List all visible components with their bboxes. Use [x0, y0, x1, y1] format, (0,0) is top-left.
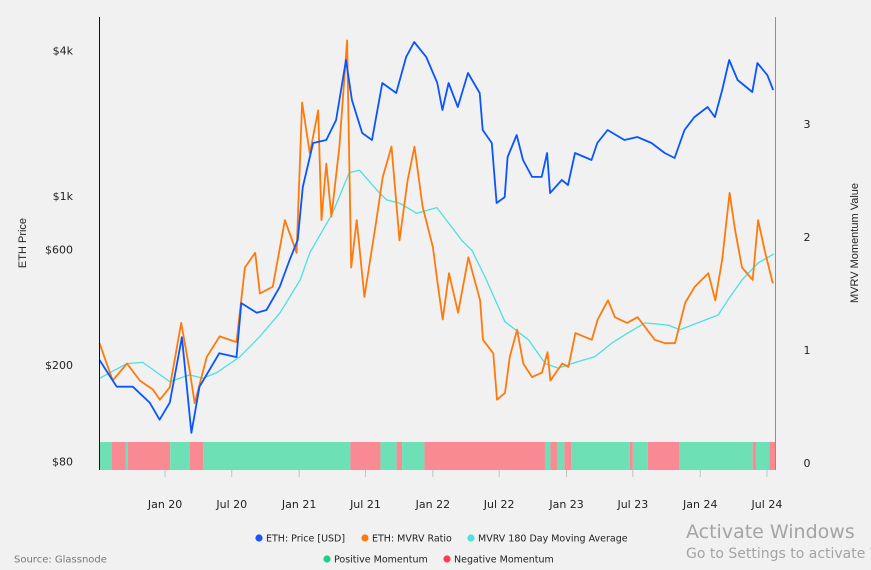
x-tick-label: Jul 21 [349, 498, 381, 511]
watermark-title: Activate Windows [686, 521, 855, 543]
x-tick-label: Jul 23 [616, 498, 648, 511]
left-y-axis: $4k $1k $600 $200 $80 [45, 44, 74, 468]
source-label: Source: Glassnode [14, 555, 107, 566]
left-axis-title: ETH Price [17, 218, 29, 268]
positive-momentum-bar [402, 442, 425, 470]
negative-momentum-bar [424, 442, 545, 470]
positive-momentum-bar [99, 442, 112, 470]
left-tick-label: $200 [45, 359, 73, 372]
right-y-axis: 3 2 1 0 [804, 118, 811, 470]
negative-momentum-bar [396, 442, 403, 470]
legend-item-price[interactable]: ETH: Price [USD] [255, 534, 345, 545]
positive-momentum-bar [679, 442, 753, 470]
left-tick-label: $1k [53, 190, 74, 203]
x-tick-label: Jan 23 [548, 498, 583, 511]
negative-momentum-bar [769, 442, 775, 470]
legend-label: ETH: MVRV Ratio [372, 534, 452, 545]
legend-marker [467, 534, 475, 542]
x-tick-label: Jul 24 [751, 498, 783, 511]
negative-momentum-bar [629, 442, 633, 470]
positive-momentum-bar [203, 442, 351, 470]
negative-momentum-bar [752, 442, 756, 470]
x-tick-label: Jan 22 [415, 498, 450, 511]
negative-momentum-bar [127, 442, 171, 470]
legend-marker [323, 555, 331, 563]
right-axis-title: MVRV Momentum Value [849, 183, 861, 303]
negative-momentum-bar [647, 442, 680, 470]
left-tick-label: $600 [45, 244, 73, 257]
positive-momentum-bar [125, 442, 128, 470]
series-lines [98, 39, 775, 434]
mvrv-ratio-line [98, 39, 774, 404]
negative-momentum-bar [350, 442, 381, 470]
positive-momentum-bar [544, 442, 551, 470]
legend-item-ma[interactable]: MVRV 180 Day Moving Average [467, 534, 628, 545]
positive-momentum-bar [571, 442, 630, 470]
positive-momentum-bar [632, 442, 648, 470]
x-tick-label: Jul 20 [215, 498, 247, 511]
x-tick-label: Jan 24 [682, 498, 717, 511]
mvrv-ma-line [99, 169, 775, 383]
negative-momentum-bar [564, 442, 572, 470]
right-tick-label: 1 [804, 344, 811, 357]
legend-item-positive[interactable]: Positive Momentum [323, 555, 428, 566]
legend-label: Positive Momentum [334, 555, 428, 566]
positive-momentum-bar [557, 442, 565, 470]
right-tick-label: 0 [804, 457, 811, 470]
legend-marker [443, 555, 451, 563]
right-tick-label: 2 [804, 231, 811, 244]
negative-momentum-bar [111, 442, 126, 470]
legend-label: Negative Momentum [454, 555, 554, 566]
x-tick-label: Jan 20 [147, 498, 182, 511]
legend-item-negative[interactable]: Negative Momentum [443, 555, 554, 566]
right-tick-label: 3 [804, 118, 811, 131]
left-tick-label: $4k [53, 44, 74, 57]
positive-momentum-bar [755, 442, 770, 470]
watermark-subtitle: Go to Settings to activate W [686, 546, 871, 562]
price-line [98, 41, 775, 434]
positive-momentum-bar [170, 442, 190, 470]
x-tick-label: Jul 22 [483, 498, 515, 511]
left-tick-label: $80 [52, 455, 73, 468]
positive-momentum-bar [380, 442, 397, 470]
x-tick-label: Jan 21 [281, 498, 316, 511]
legend-label: ETH: Price [USD] [266, 534, 345, 545]
legend: ETH: Price [USD] ETH: MVRV Ratio MVRV 18… [255, 534, 628, 566]
x-axis: Jan 20 Jul 20 Jan 21 Jul 21 Jan 22 Jul 22 Jan … [147, 470, 782, 511]
momentum-bars [99, 442, 775, 470]
negative-momentum-bar [189, 442, 204, 470]
legend-item-mvrv[interactable]: ETH: MVRV Ratio [361, 534, 452, 545]
negative-momentum-bar [550, 442, 558, 470]
legend-label: MVRV 180 Day Moving Average [478, 534, 628, 545]
legend-marker [255, 534, 263, 542]
legend-marker [361, 534, 369, 542]
